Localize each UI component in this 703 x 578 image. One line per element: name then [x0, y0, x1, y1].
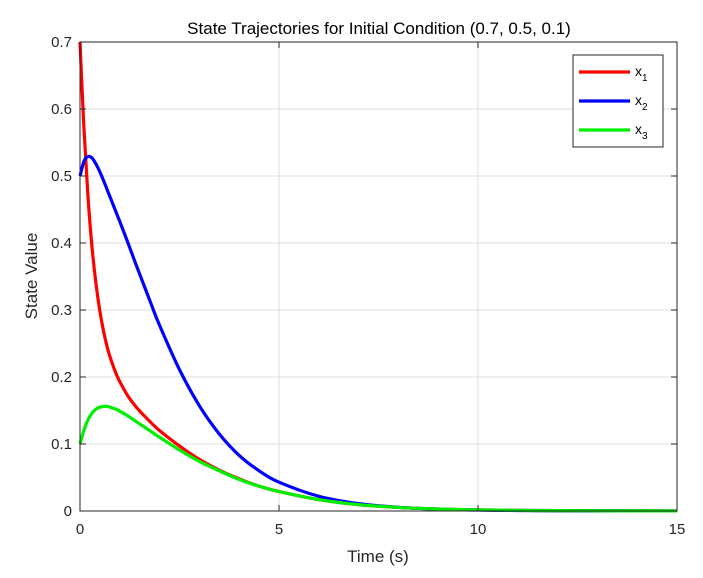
x-tick-label: 10 — [470, 521, 487, 538]
x-tick-label: 15 — [669, 521, 686, 538]
x-tick-label: 5 — [275, 521, 283, 538]
y-tick-label: 0.3 — [51, 302, 72, 319]
y-tick-label: 0.6 — [51, 101, 72, 118]
series-line-x3 — [78, 404, 678, 513]
y-tick-label: 0 — [64, 503, 72, 520]
legend: x1 x2 x3 — [572, 54, 664, 148]
legend-label-x1: x1 — [635, 63, 648, 84]
y-tick-label: 0.7 — [51, 34, 72, 51]
y-tick-label: 0.4 — [51, 235, 72, 252]
plot-frame — [79, 41, 678, 512]
y-tick-label: 0.5 — [51, 168, 72, 185]
x-tick-label: 0 — [76, 521, 84, 538]
chart-title: State Trajectories for Initial Condition… — [187, 19, 571, 38]
legend-label-x2: x2 — [635, 92, 648, 113]
y-axis-label: State Value — [22, 233, 41, 320]
ticks: 0 5 10 15 0 0.1 0.2 0.3 0.4 0.5 0.6 0.7 — [51, 34, 685, 538]
x-axis-label: Time (s) — [347, 547, 409, 566]
series-group — [78, 41, 678, 513]
legend-label-x3: x3 — [635, 121, 648, 142]
y-tick-label: 0.2 — [51, 369, 72, 386]
y-tick-label: 0.1 — [51, 436, 72, 453]
